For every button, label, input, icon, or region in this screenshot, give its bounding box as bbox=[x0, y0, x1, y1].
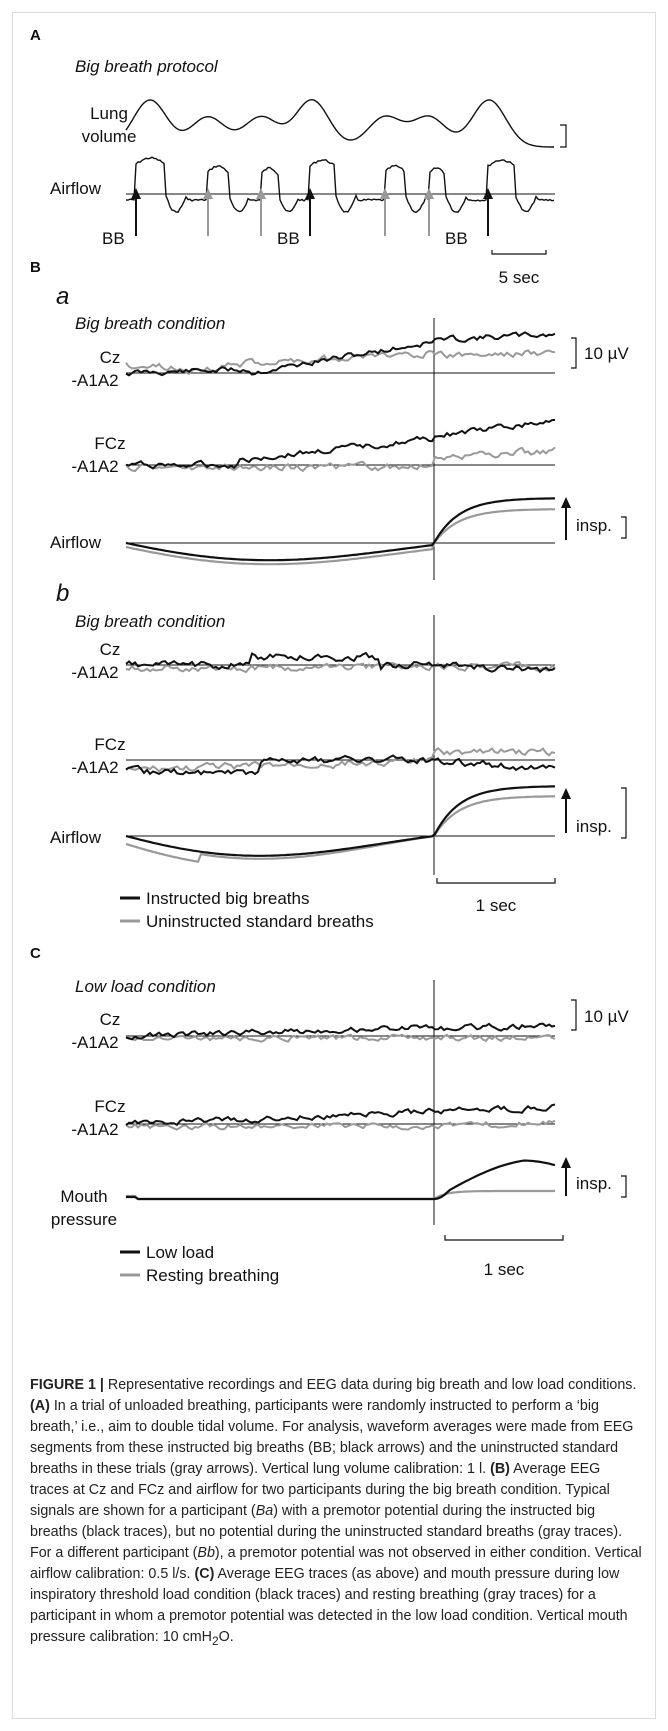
time-scale-bar-b bbox=[436, 878, 556, 884]
time-scale-c: 1 sec bbox=[484, 1260, 525, 1279]
legend-uninstructed: Uninstructed standard breaths bbox=[146, 912, 374, 931]
ba-cz-label-2: -A1A2 bbox=[71, 371, 118, 390]
bb-airflow-label: Airflow bbox=[50, 828, 102, 847]
figure-frame bbox=[12, 12, 656, 1719]
bb-airflow-calibration-bar bbox=[621, 787, 627, 839]
c-voltage-scale: 10 µV bbox=[584, 1007, 629, 1026]
ba-cz-label-1: Cz bbox=[100, 348, 121, 367]
ba-insp-arrow bbox=[561, 497, 571, 540]
c-voltage-calibration-bar bbox=[571, 999, 577, 1031]
standard-arrow-4 bbox=[424, 188, 434, 236]
caption-c-sub: 2 bbox=[211, 1633, 219, 1648]
c-pressure-label-1: Mouth bbox=[60, 1187, 107, 1206]
legend-instructed: Instructed big breaths bbox=[146, 889, 309, 908]
ba-airflow-black-trace bbox=[125, 497, 555, 562]
lung-volume-trace bbox=[125, 98, 554, 148]
panel-bb-label: b bbox=[56, 580, 69, 607]
bb-airflow-black-trace bbox=[125, 785, 555, 857]
standard-arrow-2 bbox=[256, 188, 266, 236]
ba-voltage-calibration-bar bbox=[571, 337, 577, 369]
caption-b-text-2: ) with a premotor potential during the i… bbox=[30, 1503, 623, 1561]
bb-fcz-label-2: -A1A2 bbox=[71, 758, 118, 777]
ba-condition-title: Big breath condition bbox=[75, 314, 225, 333]
caption-b-ref-a: Ba bbox=[255, 1503, 274, 1519]
bb-insp-label: insp. bbox=[576, 817, 612, 836]
bb-condition-title: Big breath condition bbox=[75, 612, 225, 631]
lung-volume-label-2: volume bbox=[82, 127, 137, 146]
c-pressure-black-trace bbox=[126, 1159, 556, 1201]
c-pressure-gray-trace bbox=[126, 1189, 555, 1201]
panel-c-label: C bbox=[30, 945, 41, 962]
ba-airflow-label: Airflow bbox=[50, 533, 102, 552]
time-scale-bar-c bbox=[444, 1235, 564, 1241]
caption-a-text: In a trial of unloaded breathing, partic… bbox=[30, 1398, 634, 1477]
bb-label-1: BB bbox=[102, 229, 125, 248]
c-condition-title: Low load condition bbox=[75, 977, 216, 996]
bb-cz-black-trace bbox=[125, 651, 556, 674]
bb-arrow-3 bbox=[483, 188, 493, 236]
ba-fcz-label-1: FCz bbox=[94, 434, 125, 453]
panel-a-airflow-label: Airflow bbox=[50, 179, 102, 198]
time-scale-bar-a bbox=[491, 250, 547, 255]
lung-volume-label-1: Lung bbox=[90, 104, 128, 123]
standard-arrow-1 bbox=[203, 188, 213, 236]
c-insp-arrow bbox=[561, 1157, 571, 1196]
c-fcz-black-trace bbox=[125, 1103, 556, 1127]
c-fcz-label-2: -A1A2 bbox=[71, 1120, 118, 1139]
panel-ba-label: a bbox=[56, 283, 69, 310]
lung-volume-calibration-bar bbox=[560, 124, 567, 148]
ba-voltage-scale: 10 µV bbox=[584, 344, 629, 363]
panel-a-label: A bbox=[30, 27, 41, 44]
caption-a-tag: (A) bbox=[30, 1398, 50, 1414]
caption-figure-label: FIGURE 1 | bbox=[30, 1377, 104, 1393]
caption-c-tag: (C) bbox=[194, 1566, 215, 1582]
legend-low-load: Low load bbox=[146, 1243, 214, 1262]
time-scale-a: 5 sec bbox=[499, 268, 540, 287]
bb-cz-label-1: Cz bbox=[100, 640, 121, 659]
legend-resting: Resting breathing bbox=[146, 1266, 279, 1285]
airflow-trace bbox=[125, 156, 555, 214]
caption-b-text-3: ), a premotor potential was not observed… bbox=[30, 1545, 642, 1582]
bb-cz-label-2: -A1A2 bbox=[71, 663, 118, 682]
ba-insp-label: insp. bbox=[576, 516, 612, 535]
caption-b-text-1: Average EEG traces at Cz and FCz and air… bbox=[30, 1461, 610, 1519]
c-fcz-label-1: FCz bbox=[94, 1097, 125, 1116]
panel-a-title: Big breath protocol bbox=[75, 57, 219, 76]
caption-c-end: O. bbox=[218, 1629, 234, 1645]
caption-c-text: Average EEG traces (as above) and mouth … bbox=[30, 1566, 628, 1645]
c-cz-label-1: Cz bbox=[100, 1010, 121, 1029]
c-pressure-calibration-bar bbox=[621, 1175, 627, 1198]
c-insp-label: insp. bbox=[576, 1174, 612, 1193]
c-pressure-label-2: pressure bbox=[51, 1210, 117, 1229]
bb-fcz-black-trace bbox=[125, 754, 556, 776]
c-cz-label-2: -A1A2 bbox=[71, 1033, 118, 1052]
panel-b-label: B bbox=[30, 259, 41, 276]
bb-label-2: BB bbox=[277, 229, 300, 248]
bb-arrow-1 bbox=[131, 188, 141, 236]
ba-airflow-calibration-bar bbox=[621, 516, 627, 539]
bb-fcz-label-1: FCz bbox=[94, 735, 125, 754]
ba-airflow-gray-trace bbox=[125, 508, 555, 566]
standard-arrow-3 bbox=[380, 188, 390, 236]
bb-fcz-gray-trace bbox=[125, 747, 556, 773]
c-fcz-gray-trace bbox=[125, 1119, 556, 1131]
caption-intro: Representative recordings and EEG data d… bbox=[103, 1377, 637, 1393]
c-cz-gray-trace bbox=[125, 1033, 556, 1043]
ba-cz-black-trace bbox=[125, 331, 556, 377]
figure-graphic: A Big breath protocol Lung volume Airflo… bbox=[30, 27, 629, 1285]
ba-fcz-label-2: -A1A2 bbox=[71, 457, 118, 476]
bb-arrow-2 bbox=[305, 188, 315, 236]
bb-insp-arrow bbox=[561, 788, 571, 833]
bb-airflow-gray-trace bbox=[125, 795, 556, 863]
bb-label-3: BB bbox=[445, 229, 468, 248]
ba-fcz-gray-trace bbox=[125, 446, 556, 473]
caption-b-ref-b: Bb bbox=[197, 1545, 215, 1561]
figure-caption: FIGURE 1 | Representative recordings and… bbox=[30, 1375, 642, 1652]
caption-b-tag: (B) bbox=[490, 1461, 510, 1477]
time-scale-b: 1 sec bbox=[476, 896, 517, 915]
c-cz-black-trace bbox=[125, 1022, 556, 1041]
ba-fcz-black-trace bbox=[125, 418, 556, 470]
